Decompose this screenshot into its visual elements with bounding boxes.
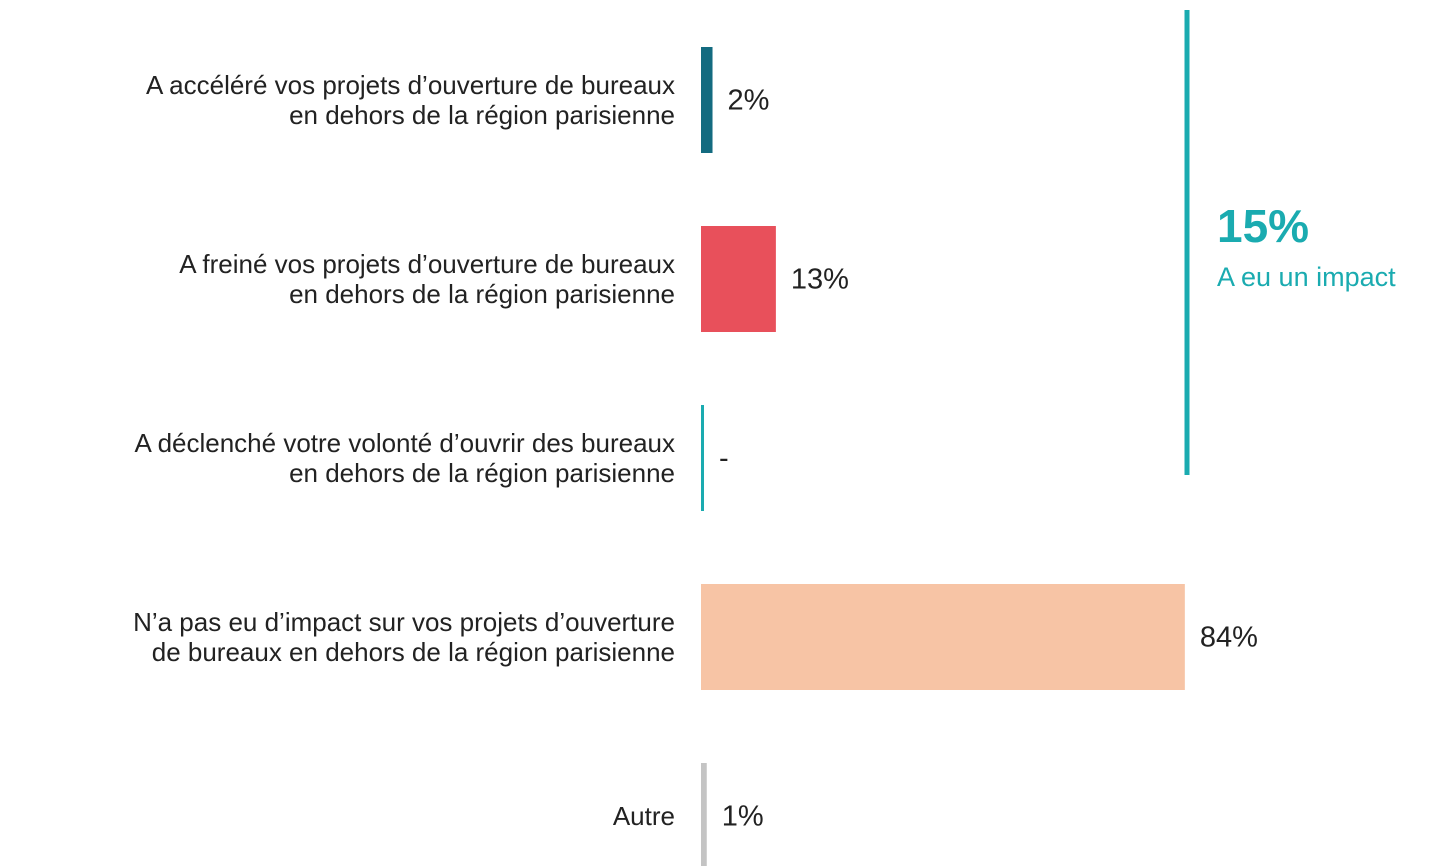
annotation-value: 15%: [1217, 200, 1309, 252]
value-label: 13%: [791, 264, 849, 296]
value-label: 1%: [722, 801, 764, 833]
bar: [701, 584, 1185, 690]
bar: [701, 226, 776, 332]
category-label: en dehors de la région parisienne: [289, 100, 675, 130]
value-label: 84%: [1200, 622, 1258, 654]
category-label: en dehors de la région parisienne: [289, 279, 675, 309]
bar: [701, 405, 704, 511]
category-label: A freiné vos projets d’ouverture de bure…: [179, 249, 675, 279]
category-label: A accéléré vos projets d’ouverture de bu…: [146, 70, 675, 100]
bar: [701, 763, 707, 866]
category-label: en dehors de la région parisienne: [289, 458, 675, 488]
annotation-text: A eu un impact: [1217, 262, 1396, 292]
value-label: -: [719, 443, 729, 475]
category-label: Autre: [613, 801, 675, 831]
category-label: A déclenché votre volonté d’ouvrir des b…: [134, 428, 675, 458]
category-label: N’a pas eu d’impact sur vos projets d’ou…: [133, 607, 675, 637]
category-label: de bureaux en dehors de la région parisi…: [152, 637, 675, 667]
bar: [701, 47, 713, 153]
value-label: 2%: [728, 85, 770, 117]
